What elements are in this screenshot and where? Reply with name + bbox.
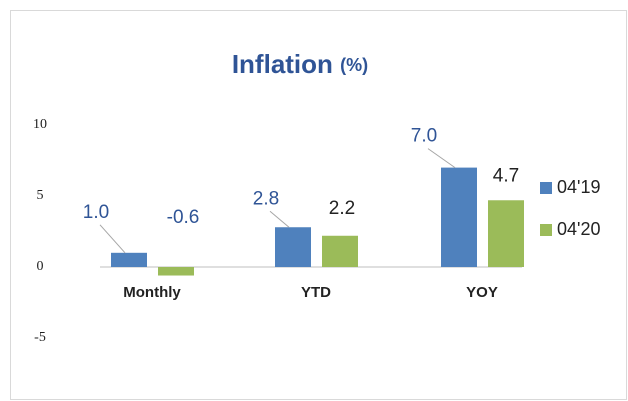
legend-label: 04'20 xyxy=(557,219,600,239)
x-tick-label: YOY xyxy=(466,284,498,301)
data-label: 2.2 xyxy=(329,198,355,219)
bar xyxy=(441,167,477,267)
bar xyxy=(158,267,194,276)
leader-line xyxy=(269,210,290,228)
bar xyxy=(111,252,147,267)
legend-swatch xyxy=(540,224,552,236)
y-tick-label: 5 xyxy=(37,188,44,203)
y-tick-label: -5 xyxy=(34,330,46,345)
legend-swatch xyxy=(540,182,552,194)
data-label: -0.6 xyxy=(167,207,200,228)
chart-title: Inflation (%) xyxy=(232,49,368,79)
x-tick-label: YTD xyxy=(301,284,331,301)
y-tick-label: 10 xyxy=(33,117,47,132)
legend-label: 04'19 xyxy=(557,177,600,197)
bar xyxy=(322,235,358,267)
data-label: 1.0 xyxy=(83,202,109,223)
leader-line xyxy=(99,224,126,254)
leader-line xyxy=(427,148,456,169)
data-label: 2.8 xyxy=(253,188,279,209)
y-tick-label: 0 xyxy=(37,259,44,274)
data-label: 4.7 xyxy=(493,165,519,186)
bar xyxy=(275,227,311,267)
bar xyxy=(488,200,524,267)
x-tick-label: Monthly xyxy=(123,284,181,301)
data-label: 7.0 xyxy=(411,126,437,147)
